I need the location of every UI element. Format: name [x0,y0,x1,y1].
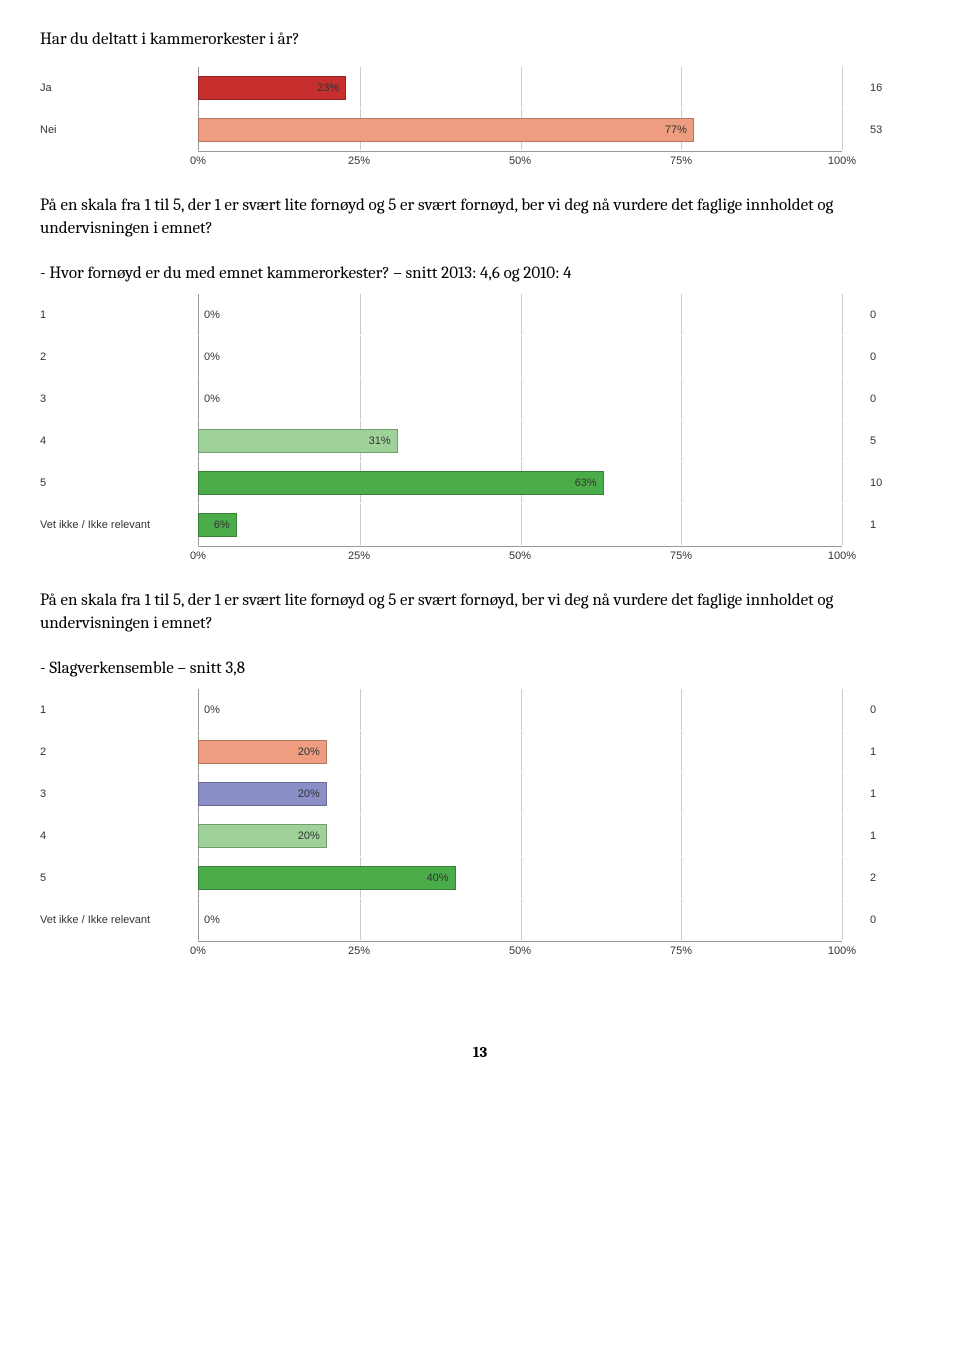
row-label: 2 [40,746,198,758]
chart-row: 30% 0 [40,378,920,420]
plot-cell: 20% [198,815,842,857]
row-label: 3 [40,393,198,405]
chart-row: Vet ikke / Ikke relevant0% 0 [40,899,920,941]
chart-row: 320% 1 [40,773,920,815]
question-intro: På en skala fra 1 til 5, der 1 er svært … [40,590,920,636]
row-count: 0 [842,309,920,321]
chart-row: 563% 10 [40,462,920,504]
bar: 20% [198,740,327,764]
row-label: 2 [40,351,198,363]
row-count: 0 [842,393,920,405]
row-count: 1 [842,788,920,800]
chart-row: 220% 1 [40,731,920,773]
axis-tick: 50% [509,945,531,957]
plot-cell: 0% [198,294,842,336]
question-sub: - Slagverkensemble – snitt 3,8 [40,658,920,681]
x-axis: 0% 25% 50% 75% 100% [40,546,920,568]
chart-row: 431% 5 [40,420,920,462]
row-count: 10 [842,477,920,489]
chart-row: 540% 2 [40,857,920,899]
row-label: Ja [40,82,198,94]
plot-cell: 77% [198,109,842,151]
bar: 20% [198,782,327,806]
row-label: 5 [40,477,198,489]
bar: 0% [198,303,210,327]
question-heading: Har du deltatt i kammerorkester i år? [40,30,920,49]
bar: 40% [198,866,456,890]
row-count: 53 [842,124,920,136]
row-label: 1 [40,704,198,716]
x-axis: 0% 25% 50% 75% 100% [40,941,920,963]
axis-tick: 25% [348,550,370,562]
plot-cell: 0% [198,689,842,731]
bar: 20% [198,824,327,848]
axis-tick: 25% [348,945,370,957]
row-count: 0 [842,704,920,716]
chart-row: Vet ikke / Ikke relevant6% 1 [40,504,920,546]
bar: 63% [198,471,604,495]
plot-cell: 23% [198,67,842,109]
bar: 77% [198,118,694,142]
page-number: 13 [40,1043,920,1061]
plot-cell: 0% [198,336,842,378]
bar: 0% [198,345,210,369]
axis-tick: 75% [670,155,692,167]
plot-cell: 40% [198,857,842,899]
row-count: 0 [842,914,920,926]
plot-cell: 20% [198,773,842,815]
row-count: 1 [842,519,920,531]
row-count: 1 [842,830,920,842]
chart-row: 10% 0 [40,294,920,336]
axis-tick: 75% [670,945,692,957]
axis-tick: 75% [670,550,692,562]
row-label: 5 [40,872,198,884]
axis-tick: 50% [509,550,531,562]
chart-row: Nei77% 53 [40,109,920,151]
axis-tick: 100% [828,550,856,562]
question-intro: På en skala fra 1 til 5, der 1 er svært … [40,195,920,241]
axis-tick: 0% [190,945,206,957]
row-label: Vet ikke / Ikke relevant [40,519,198,531]
row-count: 1 [842,746,920,758]
axis-tick: 100% [828,155,856,167]
axis-tick: 50% [509,155,531,167]
plot-cell: 6% [198,504,842,546]
row-count: 0 [842,351,920,363]
bar: 0% [198,698,210,722]
row-label: 4 [40,435,198,447]
row-label: Vet ikke / Ikke relevant [40,914,198,926]
bar: 6% [198,513,237,537]
chart-row: 10% 0 [40,689,920,731]
row-label: 4 [40,830,198,842]
plot-cell: 0% [198,899,842,941]
chart-q1: Ja23% 16 Nei77% 53 0% 25% 50% 75% 100% [40,67,920,173]
row-label: Nei [40,124,198,136]
bar: 0% [198,908,210,932]
chart-q2: 10%020%030%0431%5563%10Vet ikke / Ikke r… [40,294,920,568]
chart-q3: 10%0220%1320%1420%1540%2Vet ikke / Ikke … [40,689,920,963]
bar: 31% [198,429,398,453]
bar: 0% [198,387,210,411]
row-count: 5 [842,435,920,447]
plot-cell: 63% [198,462,842,504]
chart-row: Ja23% 16 [40,67,920,109]
axis-tick: 0% [190,155,206,167]
question-sub: - Hvor fornøyd er du med emnet kammerork… [40,263,920,286]
row-label: 3 [40,788,198,800]
plot-cell: 20% [198,731,842,773]
axis-tick: 0% [190,550,206,562]
plot-cell: 0% [198,378,842,420]
chart-row: 420% 1 [40,815,920,857]
row-count: 16 [842,82,920,94]
axis-tick: 25% [348,155,370,167]
chart-row: 20% 0 [40,336,920,378]
row-count: 2 [842,872,920,884]
bar: 23% [198,76,346,100]
plot-cell: 31% [198,420,842,462]
axis-tick: 100% [828,945,856,957]
row-label: 1 [40,309,198,321]
x-axis: 0% 25% 50% 75% 100% [40,151,920,173]
